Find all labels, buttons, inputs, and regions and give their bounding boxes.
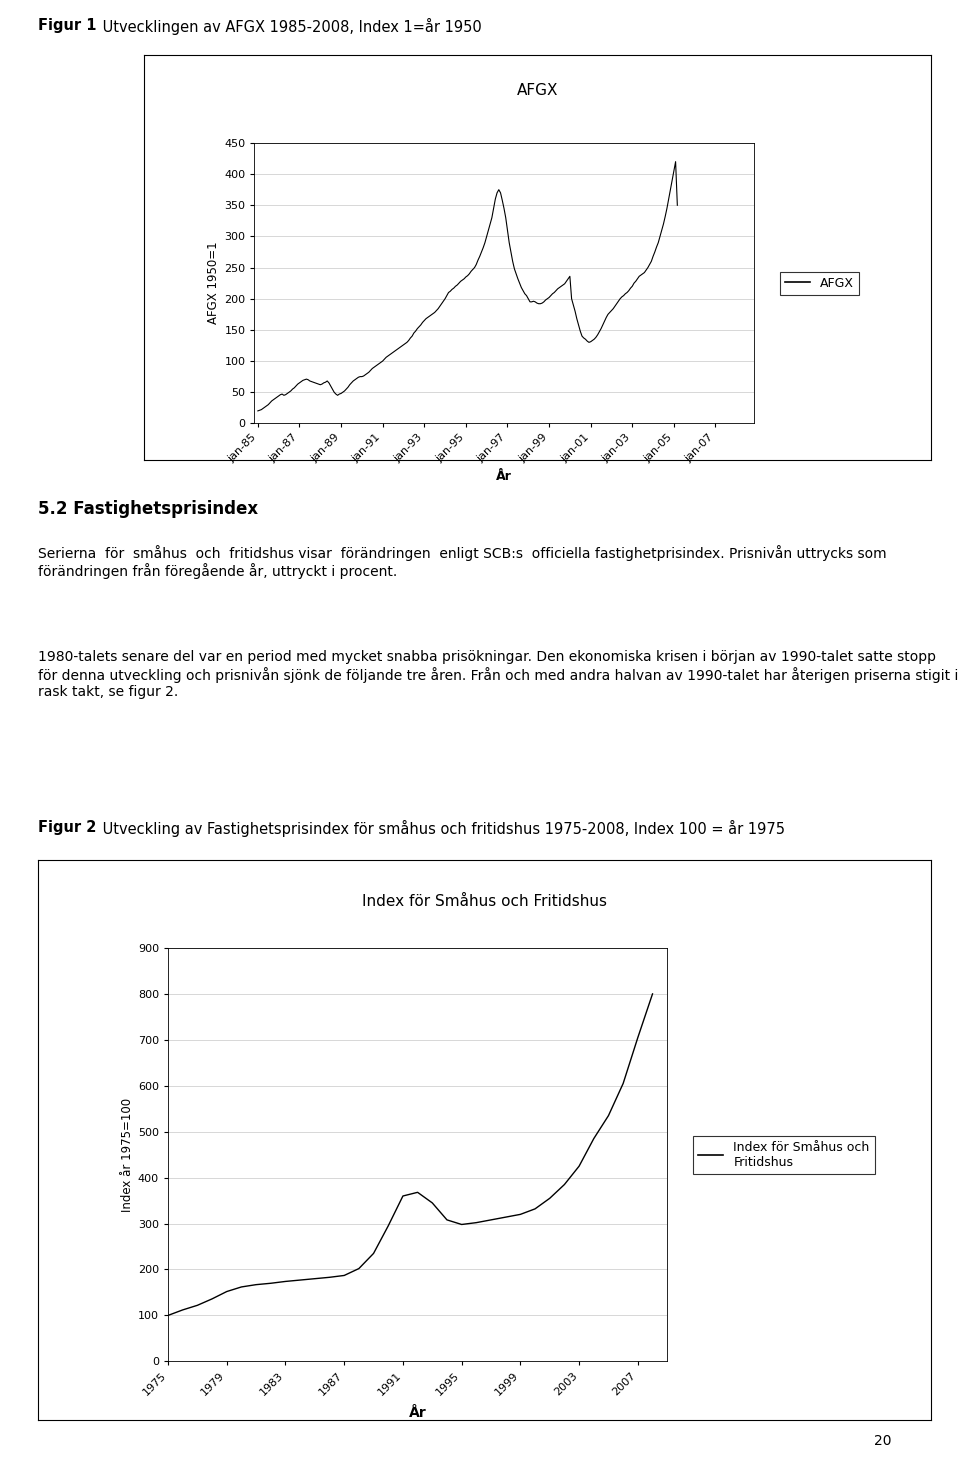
Text: Serierna  för  småhus  och  fritidshus visar  förändringen  enligt SCB:s  offici: Serierna för småhus och fritidshus visar… (38, 545, 887, 579)
Text: 20: 20 (875, 1434, 892, 1448)
Text: AFGX: AFGX (516, 84, 559, 98)
Legend: Index för Småhus och
Fritidshus: Index för Småhus och Fritidshus (693, 1136, 875, 1174)
Text: Figur 1: Figur 1 (38, 18, 97, 34)
Text: 1980-talets senare del var en period med mycket snabba prisökningar. Den ekonomi: 1980-talets senare del var en period med… (38, 649, 959, 699)
X-axis label: År: År (496, 471, 512, 482)
Text: Utvecklingen av AFGX 1985-2008, Index 1=år 1950: Utvecklingen av AFGX 1985-2008, Index 1=… (98, 18, 482, 35)
Legend: AFGX: AFGX (780, 271, 859, 295)
Text: 5.2 Fastighetsprisindex: 5.2 Fastighetsprisindex (38, 500, 258, 517)
Text: Utveckling av Fastighetsprisindex för småhus och fritidshus 1975-2008, Index 100: Utveckling av Fastighetsprisindex för sm… (98, 819, 785, 837)
X-axis label: År: År (409, 1406, 426, 1421)
Text: Index för Småhus och Fritidshus: Index för Småhus och Fritidshus (362, 894, 608, 909)
Text: Figur 2: Figur 2 (38, 819, 97, 836)
Y-axis label: Index år 1975=100: Index år 1975=100 (121, 1098, 133, 1212)
Y-axis label: AFGX 1950=1: AFGX 1950=1 (207, 242, 220, 324)
